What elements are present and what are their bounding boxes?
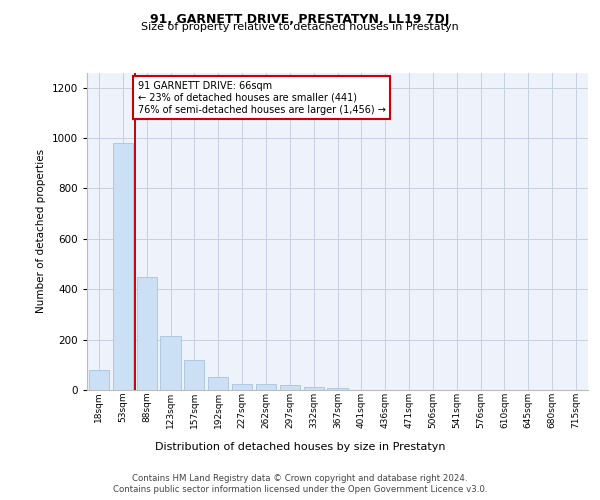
Text: Distribution of detached houses by size in Prestatyn: Distribution of detached houses by size … bbox=[155, 442, 445, 452]
Bar bbox=[137, 276, 157, 390]
Bar bbox=[304, 387, 324, 390]
Text: 91, GARNETT DRIVE, PRESTATYN, LL19 7DJ: 91, GARNETT DRIVE, PRESTATYN, LL19 7DJ bbox=[151, 12, 449, 26]
Bar bbox=[160, 336, 181, 390]
Text: Contains public sector information licensed under the Open Government Licence v3: Contains public sector information licen… bbox=[113, 485, 487, 494]
Text: Size of property relative to detached houses in Prestatyn: Size of property relative to detached ho… bbox=[141, 22, 459, 32]
Bar bbox=[256, 384, 276, 390]
Text: 91 GARNETT DRIVE: 66sqm
← 23% of detached houses are smaller (441)
76% of semi-d: 91 GARNETT DRIVE: 66sqm ← 23% of detache… bbox=[137, 82, 385, 114]
Bar bbox=[113, 143, 133, 390]
Y-axis label: Number of detached properties: Number of detached properties bbox=[36, 149, 46, 314]
Bar bbox=[89, 370, 109, 390]
Bar bbox=[280, 385, 300, 390]
Bar bbox=[184, 360, 205, 390]
Bar bbox=[232, 384, 252, 390]
Bar bbox=[328, 388, 347, 390]
Bar bbox=[208, 378, 229, 390]
Text: Contains HM Land Registry data © Crown copyright and database right 2024.: Contains HM Land Registry data © Crown c… bbox=[132, 474, 468, 483]
